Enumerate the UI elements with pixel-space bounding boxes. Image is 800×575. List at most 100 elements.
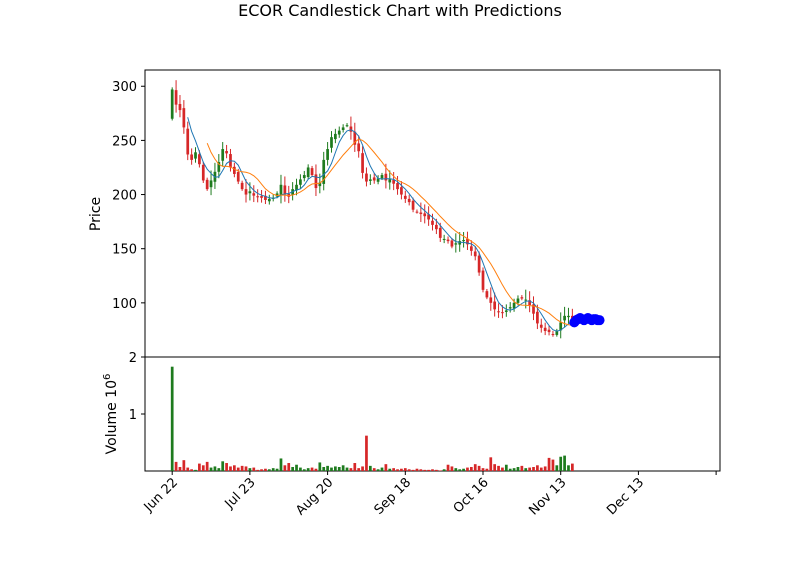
price-tick-label: 250 bbox=[112, 134, 137, 149]
candle-body bbox=[240, 182, 244, 190]
volume-bar bbox=[201, 465, 205, 471]
candle-body bbox=[244, 189, 248, 195]
candle-body bbox=[353, 131, 357, 145]
volume-bar bbox=[256, 469, 260, 471]
volume-bar bbox=[380, 467, 384, 471]
volume-bar bbox=[287, 463, 291, 471]
candle-body bbox=[512, 302, 516, 309]
candle-body bbox=[182, 108, 186, 128]
candle-body bbox=[252, 193, 256, 196]
volume-bar bbox=[372, 468, 376, 471]
x-tick-label: Sep 18 bbox=[372, 475, 415, 518]
volume-bar bbox=[516, 467, 520, 471]
candle-body bbox=[559, 322, 563, 331]
candle-body bbox=[450, 240, 454, 247]
candle-body bbox=[322, 159, 326, 184]
candle-body bbox=[528, 300, 531, 306]
volume-bar bbox=[536, 465, 539, 471]
candle-body bbox=[438, 227, 442, 238]
volume-bar bbox=[252, 467, 256, 471]
candle-body bbox=[423, 213, 427, 217]
candle-body bbox=[178, 104, 182, 111]
volume-bar bbox=[275, 468, 279, 471]
x-tick-label: Jul 23 bbox=[222, 475, 259, 512]
candle-body bbox=[485, 291, 489, 298]
volume-bar bbox=[419, 469, 423, 471]
volume-bar bbox=[493, 464, 497, 471]
candle-body bbox=[384, 173, 388, 181]
volume-bar bbox=[337, 467, 341, 471]
price-axis-label: Price bbox=[88, 197, 104, 231]
volume-bar bbox=[423, 469, 427, 471]
volume-bar bbox=[190, 469, 193, 471]
candle-body bbox=[198, 154, 201, 165]
volume-panel-frame bbox=[144, 356, 721, 472]
candle-body bbox=[388, 179, 392, 183]
x-tick-label: Jun 22 bbox=[141, 475, 181, 515]
candle-body bbox=[372, 177, 376, 181]
volume-bar bbox=[221, 461, 225, 471]
candle-body bbox=[368, 179, 372, 181]
candle-body bbox=[345, 125, 349, 127]
volume-bar bbox=[392, 468, 396, 471]
volume-bar bbox=[384, 464, 388, 471]
volume-bar bbox=[407, 469, 411, 471]
candle-body bbox=[310, 168, 314, 176]
candle-body bbox=[221, 149, 225, 161]
candle-body bbox=[462, 240, 465, 242]
candle-body bbox=[190, 154, 193, 160]
volume-bar bbox=[559, 456, 563, 471]
volume-bar bbox=[306, 468, 310, 471]
x-tick-label: Dec 13 bbox=[604, 475, 647, 518]
volume-bar bbox=[501, 467, 504, 471]
volume-bar bbox=[563, 455, 566, 471]
candle-body bbox=[567, 315, 570, 318]
candle-body bbox=[524, 299, 528, 301]
candle-body bbox=[186, 128, 190, 155]
x-axis: Jun 22 Jul 23 Aug 20 Sep 18 Oct 16 Nov 13 Dec … bbox=[141, 471, 717, 518]
volume-bar bbox=[469, 467, 473, 471]
volume-bar bbox=[454, 468, 458, 471]
volume-bar bbox=[551, 459, 555, 471]
volume-bar bbox=[504, 464, 508, 471]
volume-bar bbox=[318, 462, 322, 471]
price-tick-label: 200 bbox=[112, 189, 137, 204]
candle-body bbox=[431, 220, 434, 225]
candle-body bbox=[341, 127, 345, 130]
volume-bar bbox=[411, 469, 415, 471]
volume-bar bbox=[182, 460, 186, 471]
volume-bar bbox=[442, 469, 446, 471]
volume-bar bbox=[326, 465, 329, 471]
candle-body bbox=[380, 175, 384, 179]
candle-body bbox=[299, 179, 302, 185]
candle-body bbox=[469, 246, 473, 251]
volume-bars bbox=[170, 366, 574, 471]
volume-bar bbox=[450, 466, 454, 471]
volume-bar bbox=[524, 468, 528, 471]
volume-bar bbox=[271, 468, 275, 471]
candle-body bbox=[232, 166, 236, 174]
candle-body bbox=[489, 297, 493, 303]
candle-body bbox=[194, 152, 197, 159]
moving-average-long bbox=[206, 138, 573, 326]
candle-body bbox=[349, 126, 353, 132]
volume-bar bbox=[198, 463, 201, 471]
candle-body bbox=[256, 196, 260, 198]
volume-bar bbox=[512, 468, 516, 471]
candle-body bbox=[442, 238, 446, 240]
candle-body bbox=[217, 162, 221, 172]
candle-body bbox=[264, 195, 267, 200]
candle-body bbox=[411, 200, 415, 210]
volume-bar bbox=[232, 465, 236, 471]
candle-body bbox=[458, 241, 462, 245]
prediction-point bbox=[594, 315, 605, 326]
volume-bar bbox=[403, 468, 407, 471]
price-tick-label: 300 bbox=[112, 80, 137, 95]
candle-body bbox=[504, 310, 508, 312]
candle-body bbox=[201, 164, 205, 181]
volume-bar bbox=[299, 467, 302, 471]
candle-body bbox=[357, 143, 361, 152]
candle-body bbox=[532, 304, 535, 314]
volume-bar bbox=[435, 469, 438, 471]
candle-body bbox=[236, 172, 240, 182]
